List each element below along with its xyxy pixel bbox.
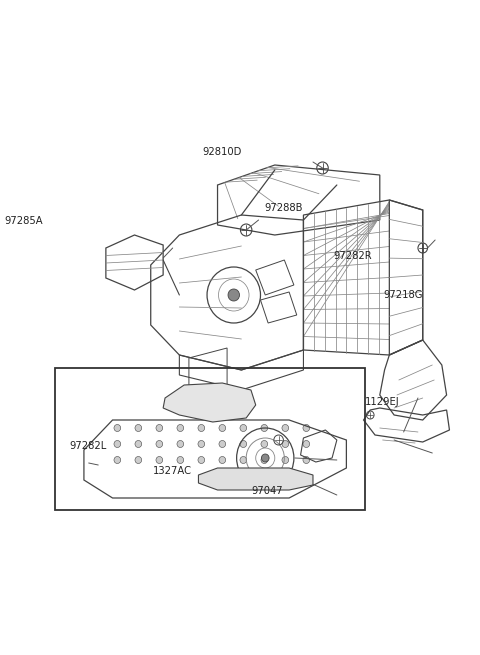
- Circle shape: [261, 457, 268, 464]
- Circle shape: [261, 441, 268, 447]
- Circle shape: [198, 457, 204, 464]
- Circle shape: [177, 457, 184, 464]
- Circle shape: [135, 457, 142, 464]
- Text: 97282L: 97282L: [70, 441, 107, 451]
- Text: 97282R: 97282R: [334, 251, 372, 261]
- Circle shape: [156, 441, 163, 447]
- Text: 1327AC: 1327AC: [152, 466, 192, 476]
- Circle shape: [177, 441, 184, 447]
- Circle shape: [198, 424, 204, 432]
- Circle shape: [282, 441, 288, 447]
- Text: 97288B: 97288B: [264, 202, 303, 213]
- Circle shape: [282, 457, 288, 464]
- Circle shape: [303, 441, 310, 447]
- Circle shape: [240, 457, 247, 464]
- Circle shape: [219, 457, 226, 464]
- Circle shape: [114, 424, 120, 432]
- Circle shape: [135, 424, 142, 432]
- Circle shape: [135, 441, 142, 447]
- Circle shape: [219, 424, 226, 432]
- Circle shape: [303, 457, 310, 464]
- Circle shape: [177, 424, 184, 432]
- Circle shape: [156, 424, 163, 432]
- Text: 1129EJ: 1129EJ: [364, 397, 399, 407]
- Circle shape: [262, 454, 269, 462]
- Circle shape: [261, 424, 268, 432]
- Polygon shape: [163, 383, 256, 422]
- Circle shape: [228, 289, 240, 301]
- Circle shape: [240, 424, 247, 432]
- Circle shape: [219, 441, 226, 447]
- Text: 97285A: 97285A: [4, 215, 43, 226]
- Circle shape: [114, 441, 120, 447]
- Circle shape: [282, 424, 288, 432]
- Circle shape: [303, 424, 310, 432]
- Circle shape: [198, 441, 204, 447]
- Bar: [55, 368, 365, 510]
- Circle shape: [156, 457, 163, 464]
- Polygon shape: [198, 468, 313, 490]
- Text: 92810D: 92810D: [203, 147, 242, 157]
- Text: 97218G: 97218G: [384, 290, 423, 300]
- Circle shape: [114, 457, 120, 464]
- Text: 97047: 97047: [251, 486, 283, 496]
- Circle shape: [240, 441, 247, 447]
